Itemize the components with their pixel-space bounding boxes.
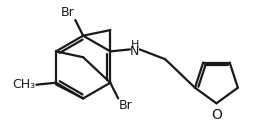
Text: Br: Br bbox=[61, 6, 74, 19]
Text: H: H bbox=[131, 39, 139, 49]
Text: Br: Br bbox=[119, 99, 133, 112]
Text: O: O bbox=[211, 108, 222, 122]
Text: N: N bbox=[130, 45, 140, 58]
Text: CH₃: CH₃ bbox=[12, 78, 35, 91]
